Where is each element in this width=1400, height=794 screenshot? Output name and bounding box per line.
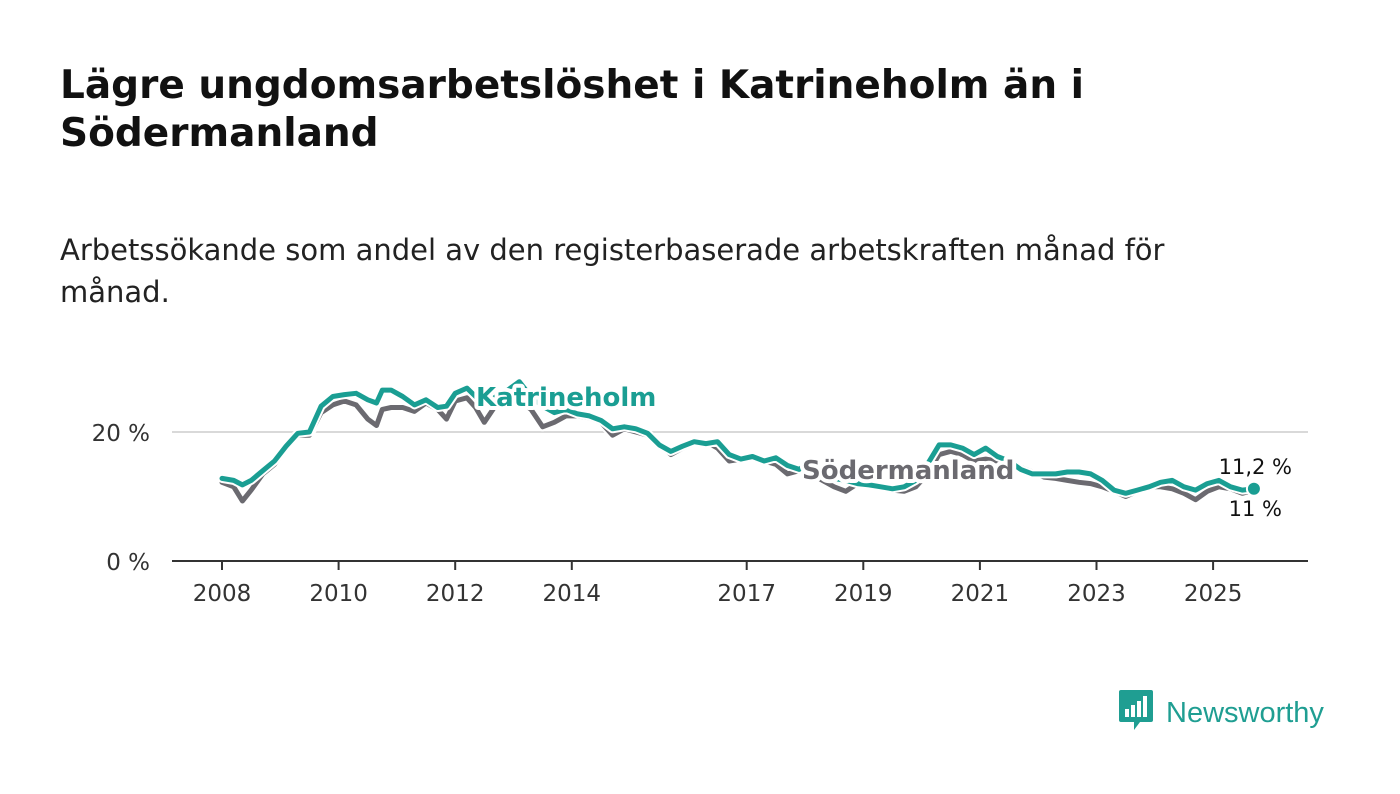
newsworthy-icon — [1118, 688, 1154, 738]
end-label-katrineholm: 11,2 % — [1219, 455, 1292, 479]
x-tick-label: 2021 — [951, 581, 1010, 607]
y-tick-label: 20 % — [92, 421, 150, 447]
series-label-sodermanland: Södermanland — [802, 456, 1014, 486]
y-tick-label: 0 % — [106, 550, 150, 576]
x-tick-label: 2025 — [1184, 581, 1243, 607]
newsworthy-logo: Newsworthy — [1118, 690, 1324, 736]
end-label-katrineholm-halo: 11,2 % — [1219, 455, 1292, 479]
x-tick-label: 2019 — [834, 581, 893, 607]
end-label-sodermanland: 11 % — [1229, 497, 1282, 521]
end-point-marker — [1245, 480, 1262, 497]
x-tick-label: 2010 — [309, 581, 368, 607]
x-tick-label: 2008 — [193, 581, 252, 607]
series-label-katrineholm-halo: Katrineholm — [476, 383, 656, 413]
brand-name: Newsworthy — [1166, 696, 1324, 729]
chart-subtitle: Arbetssökande som andel av den registerb… — [60, 233, 1165, 309]
x-tick-label: 2012 — [426, 581, 485, 607]
series-label-katrineholm: Katrineholm — [476, 383, 656, 413]
x-tick-label: 2023 — [1067, 581, 1126, 607]
series-label-sodermanland-halo: Södermanland — [802, 456, 1014, 486]
x-tick-label: 2017 — [717, 581, 776, 607]
series-line-katrineholm — [219, 379, 1257, 496]
end-label-sodermanland-halo: 11 % — [1229, 497, 1282, 521]
chart-title: Lägre ungdomsarbetslöshet i Katrineholm … — [60, 63, 1085, 156]
x-tick-label: 2014 — [543, 581, 602, 607]
